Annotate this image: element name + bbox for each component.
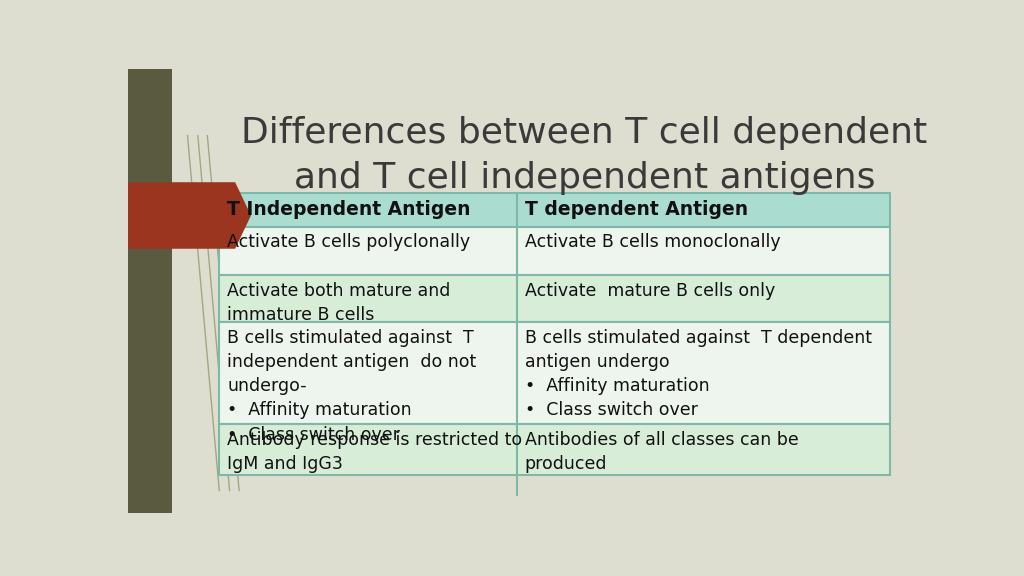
Bar	[219, 322, 890, 424]
Text: Activate B cells monoclonally: Activate B cells monoclonally	[524, 233, 780, 251]
Bar	[219, 424, 890, 475]
Polygon shape	[128, 182, 251, 249]
Text: and T cell independent antigens: and T cell independent antigens	[294, 161, 876, 195]
Text: Activate both mature and
immature B cells: Activate both mature and immature B cell…	[227, 282, 451, 324]
Text: Activate B cells polyclonally: Activate B cells polyclonally	[227, 233, 470, 251]
Text: T dependent Antigen: T dependent Antigen	[524, 200, 748, 219]
Bar	[128, 69, 172, 513]
Text: Differences between T cell dependent: Differences between T cell dependent	[242, 116, 928, 150]
Bar	[219, 194, 890, 226]
Bar	[219, 226, 890, 275]
Text: Antibody response is restricted to
IgM and IgG3: Antibody response is restricted to IgM a…	[227, 431, 522, 473]
Text: Antibodies of all classes can be
produced: Antibodies of all classes can be produce…	[524, 431, 799, 473]
Bar	[219, 275, 890, 322]
Text: Activate  mature B cells only: Activate mature B cells only	[524, 282, 775, 300]
Text: B cells stimulated against  T dependent
antigen undergo
•  Affinity maturation
•: B cells stimulated against T dependent a…	[524, 328, 871, 419]
Text: T Independent Antigen: T Independent Antigen	[227, 200, 471, 219]
Text: B cells stimulated against  T
independent antigen  do not
undergo-
•  Affinity m: B cells stimulated against T independent…	[227, 328, 476, 444]
